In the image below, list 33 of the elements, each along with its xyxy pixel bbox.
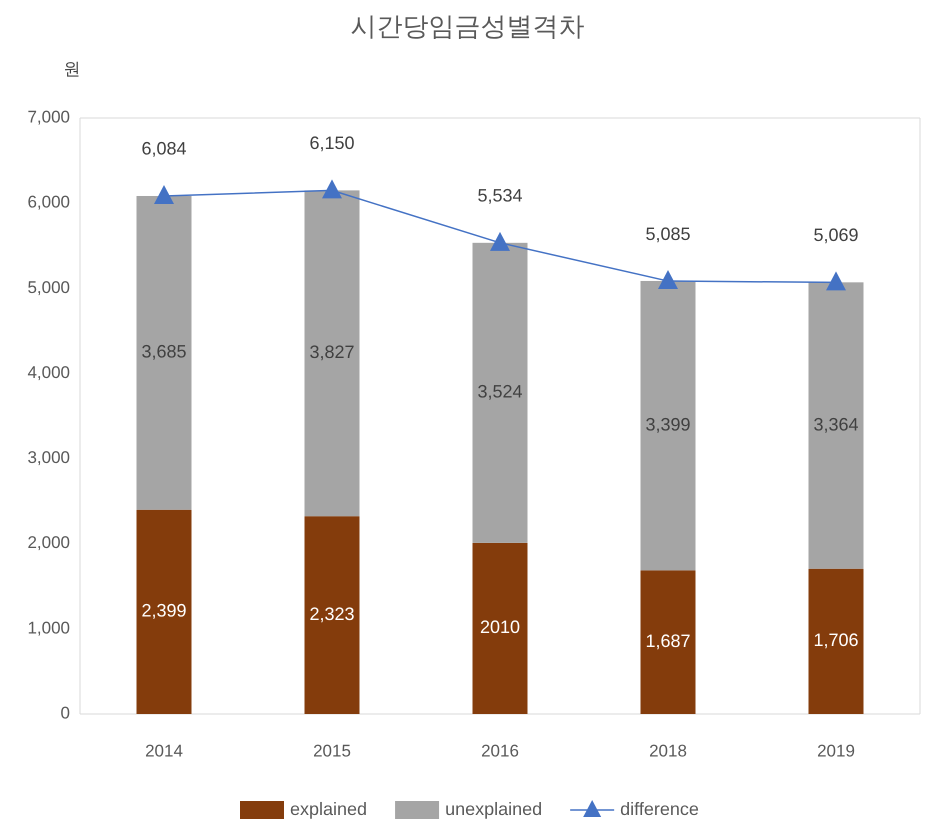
ytick: 0 (60, 703, 70, 722)
data-label: 6,084 (141, 138, 187, 159)
ytick: 3,000 (27, 448, 70, 468)
xtick: 2015 (313, 741, 351, 760)
ytick: 1,000 (27, 618, 70, 638)
data-label: 2010 (480, 617, 520, 638)
data-label: 2,399 (141, 600, 187, 621)
data-label: 1,687 (645, 630, 691, 651)
data-label: 3,827 (309, 342, 355, 362)
legend-label: unexplained (445, 798, 542, 819)
data-label: 1,706 (813, 630, 859, 650)
data-label: 3,364 (813, 414, 859, 434)
data-label: 3,524 (477, 382, 523, 402)
xtick: 2019 (817, 741, 855, 760)
legend-label: explained (290, 798, 368, 819)
data-label: 6,150 (309, 133, 355, 154)
data-label: 2,323 (309, 604, 355, 624)
data-label: 5,069 (813, 225, 859, 246)
data-label: 5,085 (645, 224, 691, 244)
xtick: 2014 (145, 741, 183, 760)
title: 시간당임금성별격차 (350, 10, 584, 41)
ytick: 7,000 (27, 107, 70, 126)
ylabel: 원 (64, 59, 80, 78)
data-label: 5,534 (477, 186, 523, 206)
xtick: 2018 (649, 741, 687, 760)
ytick: 6,000 (27, 192, 70, 212)
data-label: 3,685 (141, 342, 187, 362)
ytick: 2,000 (27, 533, 70, 552)
ytick: 5,000 (27, 278, 70, 297)
xtick: 2016 (481, 741, 519, 760)
data-label: 3,399 (645, 414, 691, 434)
legend-label: difference (620, 798, 699, 819)
ytick: 4,000 (27, 362, 70, 382)
